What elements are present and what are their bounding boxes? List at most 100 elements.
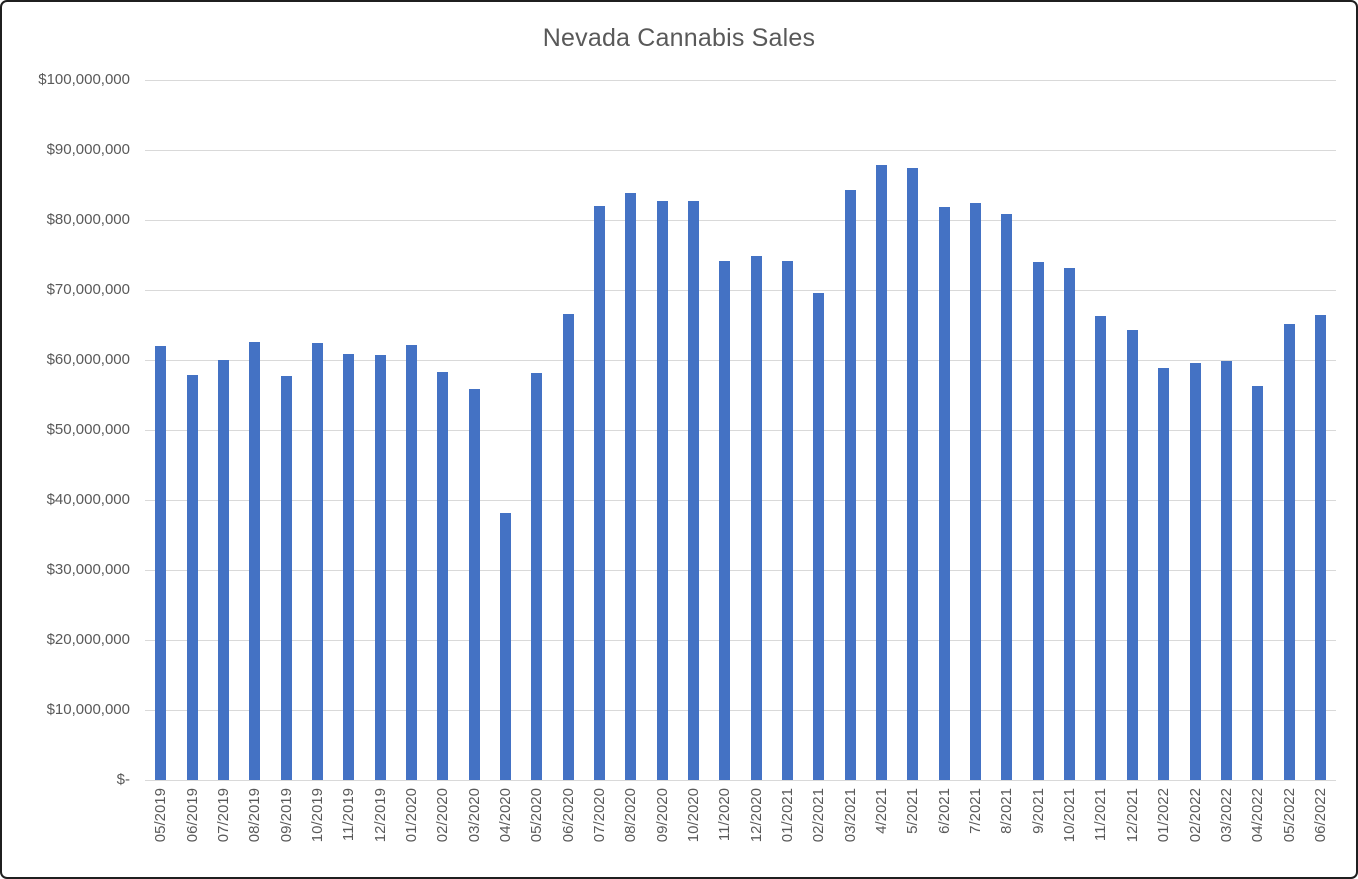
x-label-slot: 09/2019 bbox=[270, 788, 301, 842]
x-label-slot: 10/2019 bbox=[302, 788, 333, 842]
chart-bar-7-2021 bbox=[970, 202, 982, 780]
x-axis-tick-label: 12/2020 bbox=[747, 788, 765, 843]
chart-bar-5-2021 bbox=[907, 167, 919, 780]
bar-slot bbox=[1242, 80, 1273, 780]
bar-slot bbox=[1179, 80, 1210, 780]
x-axis-tick-label: 9/2021 bbox=[1029, 788, 1047, 834]
x-axis-line bbox=[145, 780, 1336, 781]
x-label-slot: 03/2022 bbox=[1211, 788, 1242, 842]
bar-slot bbox=[333, 80, 364, 780]
chart-bar-10-2021 bbox=[1064, 268, 1076, 780]
x-axis-tick-label: 02/2022 bbox=[1186, 788, 1204, 843]
x-axis-tick-label: 5/2021 bbox=[904, 788, 922, 834]
y-axis: $100,000,000 $90,000,000 $80,000,000 $70,00… bbox=[2, 71, 130, 788]
x-label-slot: 03/2021 bbox=[835, 788, 866, 842]
bar-slot bbox=[239, 80, 270, 780]
x-axis-tick-label: 03/2021 bbox=[841, 788, 859, 843]
x-axis-tick-label: 06/2020 bbox=[559, 788, 577, 843]
bar-slot bbox=[552, 80, 583, 780]
bar-slot bbox=[270, 80, 301, 780]
y-axis-tick-label: $10,000,000 bbox=[46, 701, 130, 718]
chart-bar-11-2021 bbox=[1095, 315, 1107, 780]
chart-bar-04-2020 bbox=[499, 512, 511, 780]
bar-slot bbox=[897, 80, 928, 780]
x-axis-tick-label: 04/2022 bbox=[1249, 788, 1267, 843]
bar-slot bbox=[176, 80, 207, 780]
chart-bar-04-2022 bbox=[1252, 385, 1264, 780]
x-axis-tick-label: 01/2020 bbox=[402, 788, 420, 843]
x-label-slot: 01/2022 bbox=[1148, 788, 1179, 842]
x-axis: 05/2019 06/2019 07/2019 08/2019 09/2019 10/20… bbox=[145, 788, 1336, 872]
x-label-slot: 08/2020 bbox=[615, 788, 646, 842]
x-axis-tick-label: 10/2019 bbox=[308, 788, 326, 843]
y-axis-tick-label: $90,000,000 bbox=[46, 141, 130, 158]
chart-bar-09-2019 bbox=[280, 376, 292, 780]
x-label-slot: 8/2021 bbox=[991, 788, 1022, 834]
x-axis-tick-label: 04/2020 bbox=[496, 788, 514, 843]
x-axis-tick-label: 03/2022 bbox=[1217, 788, 1235, 843]
x-label-slot: 6/2021 bbox=[929, 788, 960, 834]
bar-slot bbox=[302, 80, 333, 780]
gridline bbox=[145, 220, 1336, 221]
chart-bar-11-2020 bbox=[719, 260, 731, 780]
y-axis-tick-label: $50,000,000 bbox=[46, 421, 130, 438]
y-axis-tick-label: $100,000,000 bbox=[38, 71, 130, 88]
bar-slot bbox=[709, 80, 740, 780]
x-axis-tick-label: 02/2020 bbox=[434, 788, 452, 843]
chart-bar-10-2019 bbox=[311, 342, 323, 780]
chart-bar-11-2019 bbox=[343, 354, 355, 780]
x-label-slot: 06/2022 bbox=[1305, 788, 1336, 842]
y-axis-tick-label: $70,000,000 bbox=[46, 281, 130, 298]
bar-slot bbox=[1148, 80, 1179, 780]
x-label-slot: 08/2019 bbox=[239, 788, 270, 842]
chart-bar-09-2020 bbox=[656, 201, 668, 780]
bar-slot bbox=[647, 80, 678, 780]
x-axis-tick-label: 11/2021 bbox=[1092, 788, 1110, 842]
x-axis-tick-label: 07/2020 bbox=[590, 788, 608, 843]
x-label-slot: 04/2020 bbox=[490, 788, 521, 842]
x-axis-tick-label: 6/2021 bbox=[935, 788, 953, 834]
chart-bar-06-2022 bbox=[1314, 315, 1326, 780]
x-label-slot: 12/2020 bbox=[741, 788, 772, 842]
bar-slot bbox=[490, 80, 521, 780]
x-axis-tick-label: 08/2020 bbox=[622, 788, 640, 843]
chart-bar-02-2022 bbox=[1189, 362, 1201, 780]
x-axis-tick-label: 4/2021 bbox=[873, 788, 891, 834]
bar-slot bbox=[929, 80, 960, 780]
x-axis-tick-label: 06/2022 bbox=[1311, 788, 1329, 843]
bar-slot bbox=[991, 80, 1022, 780]
chart-bar-03-2021 bbox=[844, 189, 856, 780]
chart-bar-12-2021 bbox=[1126, 329, 1138, 780]
x-axis-tick-label: 11/2020 bbox=[716, 788, 734, 842]
x-label-slot: 11/2019 bbox=[333, 788, 364, 841]
bar-slot bbox=[1054, 80, 1085, 780]
x-axis-tick-label: 08/2019 bbox=[246, 788, 264, 843]
chart-bar-01-2022 bbox=[1158, 368, 1170, 780]
bar-slot bbox=[960, 80, 991, 780]
gridline bbox=[145, 640, 1336, 641]
x-axis-tick-label: 05/2019 bbox=[152, 788, 170, 843]
x-label-slot: 11/2021 bbox=[1085, 788, 1116, 841]
x-label-slot: 06/2020 bbox=[552, 788, 583, 842]
chart-bar-03-2020 bbox=[468, 388, 480, 780]
x-axis-tick-label: 02/2021 bbox=[810, 788, 828, 843]
x-axis-tick-label: 12/2021 bbox=[1123, 788, 1141, 843]
x-axis-tick-label: 07/2019 bbox=[214, 788, 232, 843]
bar-slot bbox=[427, 80, 458, 780]
x-label-slot: 07/2019 bbox=[208, 788, 239, 842]
x-axis-tick-label: 11/2019 bbox=[340, 788, 358, 842]
chart-bar-12-2020 bbox=[750, 255, 762, 780]
bar-slot bbox=[1211, 80, 1242, 780]
bar-series bbox=[145, 80, 1336, 780]
x-label-slot: 01/2020 bbox=[396, 788, 427, 842]
chart-bar-9-2021 bbox=[1032, 262, 1044, 780]
x-label-slot: 7/2021 bbox=[960, 788, 991, 834]
bar-slot bbox=[521, 80, 552, 780]
x-label-slot: 10/2021 bbox=[1054, 788, 1085, 842]
bar-slot bbox=[772, 80, 803, 780]
x-label-slot: 09/2020 bbox=[647, 788, 678, 842]
x-axis-tick-label: 12/2019 bbox=[371, 788, 389, 843]
bar-slot bbox=[835, 80, 866, 780]
gridline bbox=[145, 710, 1336, 711]
chart-bar-03-2022 bbox=[1220, 361, 1232, 780]
